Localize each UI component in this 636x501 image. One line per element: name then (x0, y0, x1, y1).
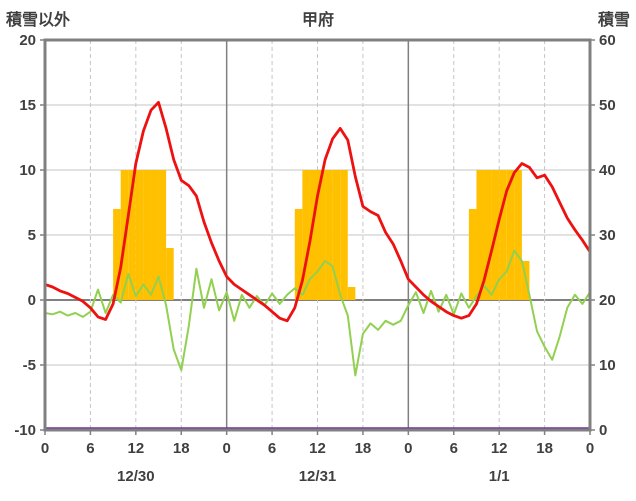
orange-sunshine-bars (514, 170, 522, 300)
hour-tick-label: 18 (536, 440, 553, 457)
date-label: 12/31 (299, 468, 337, 485)
left-axis-tick-label: -5 (23, 357, 36, 374)
hour-tick-label: 6 (86, 440, 94, 457)
orange-sunshine-bars (294, 209, 303, 300)
orange-sunshine-bars (113, 209, 121, 300)
hour-tick-label: 0 (586, 440, 594, 457)
orange-sunshine-bars (309, 170, 318, 300)
hour-tick-label: 12 (309, 440, 326, 457)
left-axis-tick-label: 20 (19, 32, 36, 49)
orange-sunshine-bars (476, 170, 485, 300)
orange-sunshine-bars (468, 209, 477, 300)
right-axis-tick-label: 60 (599, 32, 616, 49)
orange-sunshine-bars (499, 170, 507, 300)
left-axis-title: 積雪以外 (6, 12, 71, 29)
orange-sunshine-bars (143, 170, 151, 300)
hour-tick-label: 6 (268, 440, 276, 457)
orange-sunshine-bars (317, 170, 326, 300)
right-axis-tick-label: 30 (599, 227, 616, 244)
hour-tick-label: 6 (450, 440, 458, 457)
date-label: 12/30 (117, 468, 155, 485)
chart-title: 甲府 (301, 12, 334, 29)
orange-sunshine-bars (135, 170, 144, 300)
hour-tick-label: 12 (127, 440, 144, 457)
right-axis-tick-label: 50 (599, 97, 616, 114)
orange-sunshine-bars (325, 170, 333, 300)
right-axis-tick-label: 10 (599, 357, 616, 374)
left-axis-tick-label: 10 (19, 162, 36, 179)
orange-sunshine-bars (347, 287, 356, 300)
left-axis-tick-label: 5 (28, 227, 36, 244)
right-axis-tick-label: 20 (599, 292, 616, 309)
orange-sunshine-bars (484, 170, 492, 300)
hour-tick-label: 18 (355, 440, 372, 457)
right-axis-tick-label: 40 (599, 162, 616, 179)
hour-tick-label: 0 (222, 440, 230, 457)
orange-sunshine-bars (340, 170, 348, 300)
orange-sunshine-bars (128, 170, 136, 300)
orange-sunshine-bars (166, 248, 174, 300)
orange-sunshine-bars (332, 170, 341, 300)
orange-sunshine-bars (302, 170, 310, 300)
hour-tick-label: 18 (173, 440, 190, 457)
left-axis-tick-label: 15 (19, 97, 36, 114)
orange-sunshine-bars (506, 170, 515, 300)
right-axis-tick-label: 0 (599, 422, 607, 439)
date-label: 1/1 (489, 468, 510, 485)
hour-tick-label: 0 (404, 440, 412, 457)
hour-tick-label: 12 (491, 440, 508, 457)
green-line (44, 249, 591, 377)
hour-tick-label: 0 (41, 440, 49, 457)
red-line (43, 101, 592, 323)
orange-sunshine-bars (150, 170, 159, 300)
orange-sunshine-bars (158, 170, 167, 300)
right-axis-title: 積雪 (597, 12, 630, 29)
left-axis-tick-label: 0 (28, 292, 36, 309)
left-axis-tick-label: -10 (14, 422, 36, 439)
